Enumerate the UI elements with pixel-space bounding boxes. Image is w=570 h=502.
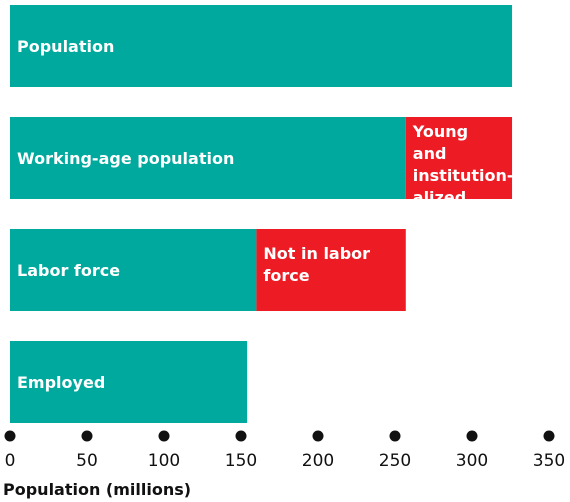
tick-marker <box>235 430 247 442</box>
tick-label: 50 <box>76 451 98 471</box>
tick-marker <box>543 430 555 442</box>
tick-label: 0 <box>5 451 16 471</box>
tick-label: 100 <box>148 451 180 471</box>
bar-segment-working-age-population <box>405 117 513 199</box>
bar-segment-labor-force <box>256 229 406 311</box>
tick-marker <box>81 430 93 442</box>
tick-marker <box>466 430 478 442</box>
bar-labor-force <box>10 229 257 311</box>
tick-label: 200 <box>302 451 334 471</box>
bar-label: Population <box>17 37 114 56</box>
bar-population <box>10 5 513 87</box>
tick-marker <box>4 430 16 442</box>
x-axis-title: Population (millions) <box>3 480 191 499</box>
x-axis-ticks: 0 50 100 150 200 250 300 350 <box>4 430 565 471</box>
tick-marker <box>389 430 401 442</box>
tick-label: 150 <box>225 451 257 471</box>
bar-working-age-population <box>10 117 406 199</box>
bars-group: Population Working-age population Young and… <box>10 5 514 423</box>
tick-label: 300 <box>456 451 488 471</box>
segment-label: Young and institution-alized <box>412 122 514 207</box>
bar-label: Employed <box>17 373 105 392</box>
bar-label: Working-age population <box>17 149 234 168</box>
bar-label: Labor force <box>17 261 120 280</box>
tick-marker <box>312 430 324 442</box>
tick-label: 250 <box>379 451 411 471</box>
segment-label: Not in labor force <box>263 244 370 285</box>
tick-marker <box>158 430 170 442</box>
bar-employed <box>10 341 248 423</box>
tick-label: 350 <box>533 451 565 471</box>
